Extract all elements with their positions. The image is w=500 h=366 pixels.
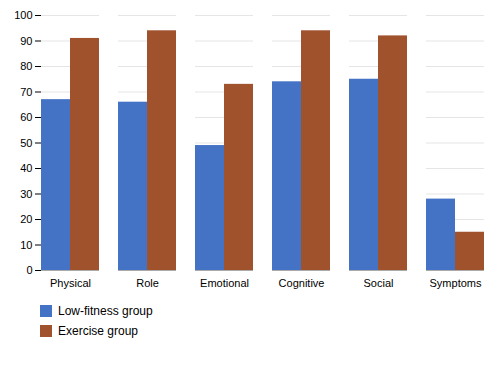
svg-text:80: 80 — [20, 60, 32, 72]
svg-text:70: 70 — [20, 86, 32, 98]
svg-text:50: 50 — [20, 137, 32, 149]
svg-text:10: 10 — [20, 239, 32, 251]
svg-text:30: 30 — [20, 188, 32, 200]
svg-text:20: 20 — [20, 213, 32, 225]
svg-text:100: 100 — [14, 9, 32, 21]
svg-text:Physical: Physical — [50, 277, 91, 289]
svg-text:60: 60 — [20, 111, 32, 123]
svg-text:Social: Social — [364, 277, 394, 289]
svg-text:Cognitive: Cognitive — [279, 277, 325, 289]
svg-text:Role: Role — [136, 277, 159, 289]
svg-text:90: 90 — [20, 35, 32, 47]
svg-text:Symptoms: Symptoms — [430, 277, 482, 289]
html-text:Low-fitness group: Low-fitness group — [58, 304, 153, 318]
svg-text:Emotional: Emotional — [200, 277, 249, 289]
svg-text:40: 40 — [20, 162, 32, 174]
svg-text:0: 0 — [26, 264, 32, 276]
html-text:Exercise group: Exercise group — [58, 324, 138, 338]
